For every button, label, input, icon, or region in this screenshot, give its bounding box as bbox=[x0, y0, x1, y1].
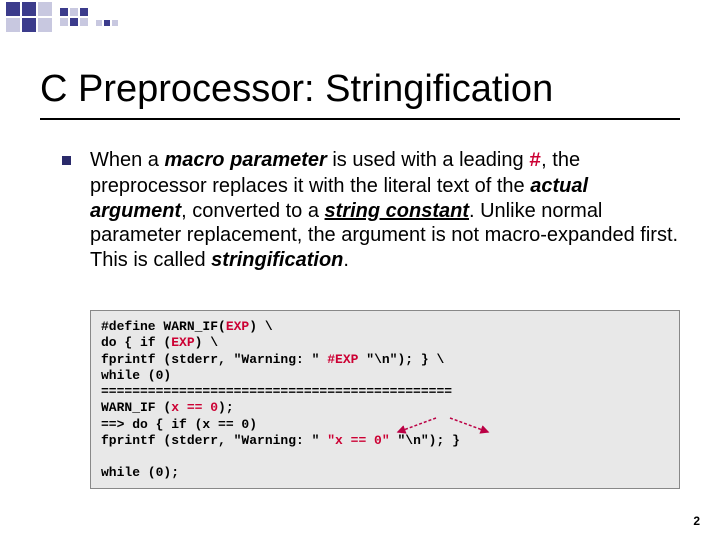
title-underline bbox=[40, 118, 680, 120]
slide-title: C Preprocessor: Stringification bbox=[40, 68, 553, 111]
body-paragraph: When a macro parameter is used with a le… bbox=[90, 148, 680, 272]
code-line: fprintf (stderr, "Warning: " #EXP "\n");… bbox=[101, 352, 669, 368]
code-line: WARN_IF (x == 0); bbox=[101, 400, 669, 416]
code-line: fprintf (stderr, "Warning: " "x == 0" "\… bbox=[101, 433, 669, 449]
page-number: 2 bbox=[693, 514, 700, 528]
code-separator: ========================================… bbox=[101, 384, 669, 400]
code-gap bbox=[101, 449, 669, 465]
bold-text: stringification bbox=[211, 249, 343, 271]
text: . bbox=[343, 249, 349, 271]
code-block: #define WARN_IF(EXP) \ do { if (EXP) \ f… bbox=[90, 310, 680, 489]
text: , converted to a bbox=[181, 200, 324, 222]
code-line: #define WARN_IF(EXP) \ bbox=[101, 319, 669, 335]
code-line: while (0) bbox=[101, 368, 669, 384]
code-line: do { if (EXP) \ bbox=[101, 335, 669, 351]
bullet-icon bbox=[62, 156, 71, 165]
code-line: ==> do { if (x == 0) bbox=[101, 417, 669, 433]
text: is used with a leading bbox=[327, 149, 529, 171]
bold-underline-text: string constant bbox=[325, 200, 469, 222]
inline-code: # bbox=[529, 150, 541, 173]
code-line: while (0); bbox=[101, 465, 669, 481]
text: When a bbox=[90, 149, 164, 171]
bold-text: macro parameter bbox=[164, 149, 326, 171]
decoration-squares bbox=[0, 0, 200, 48]
